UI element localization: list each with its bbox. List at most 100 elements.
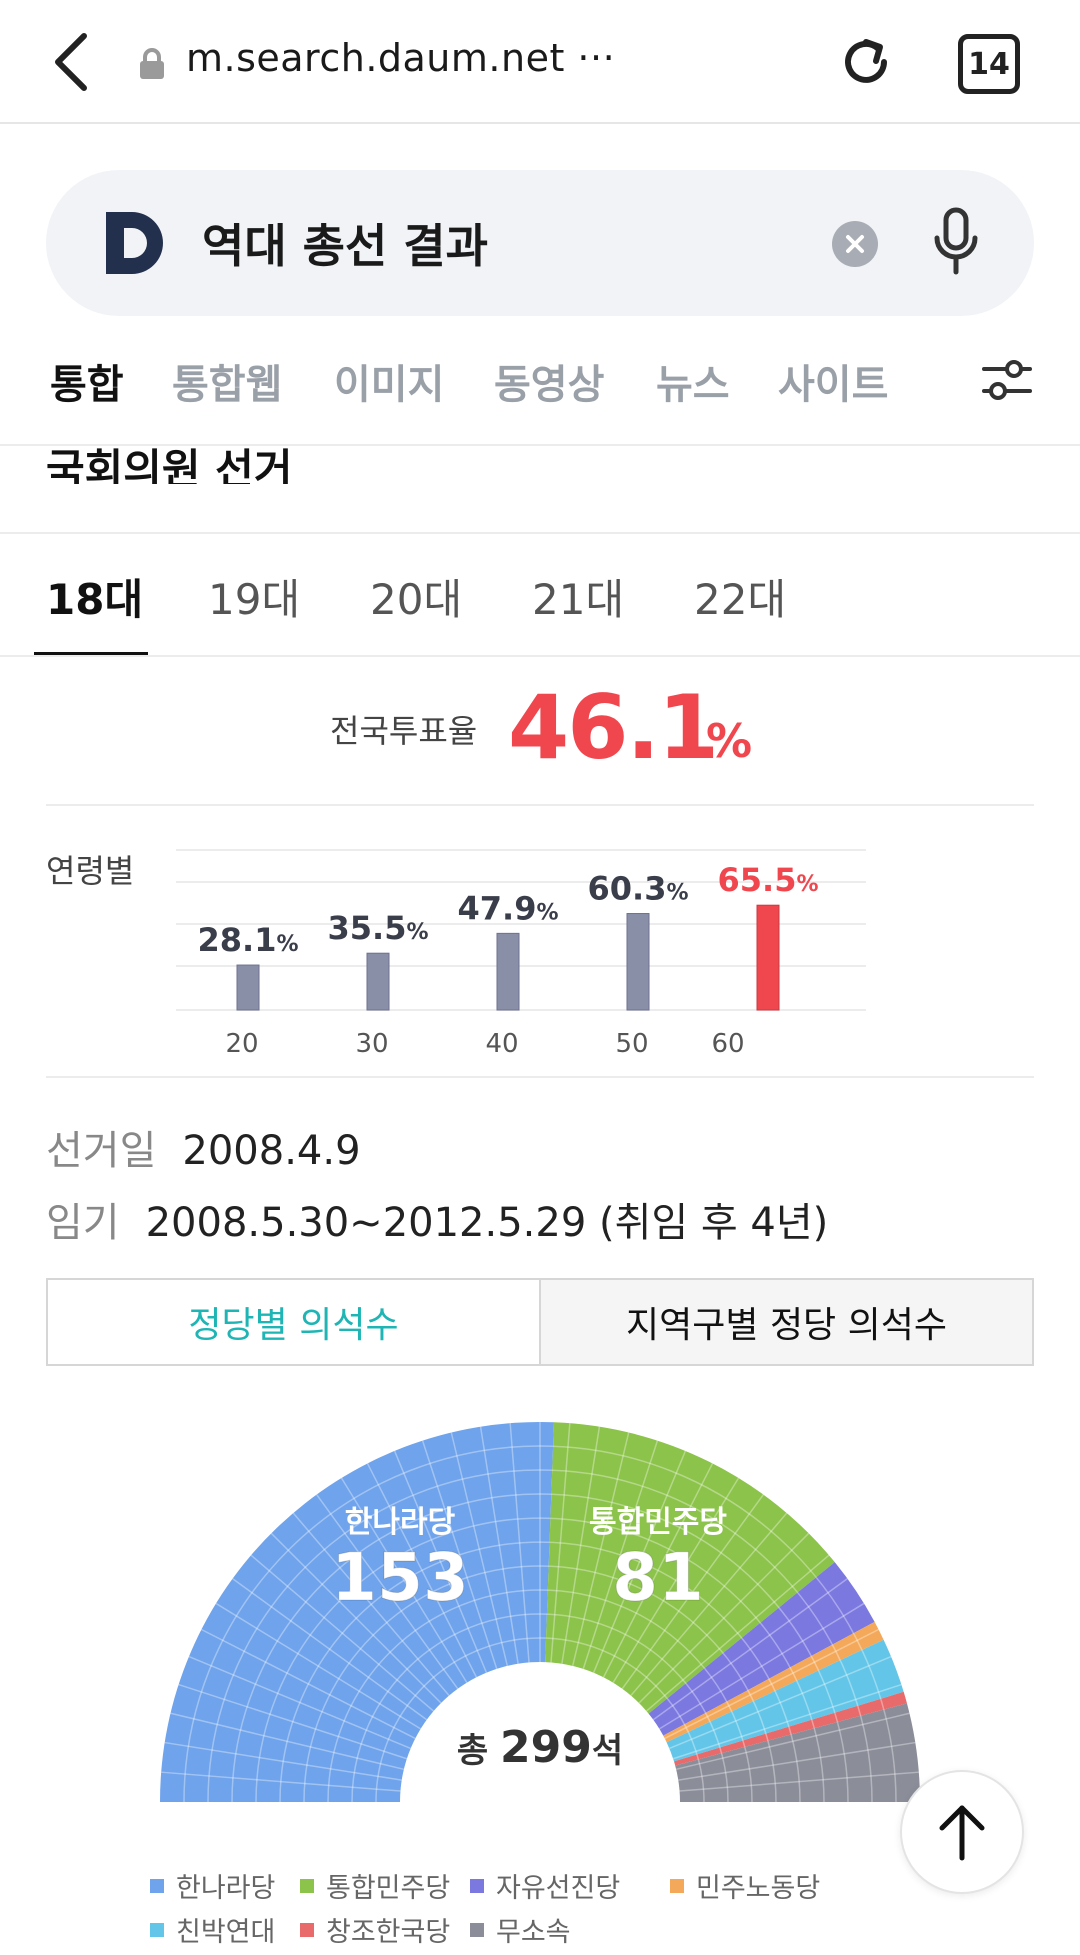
seat-grid-spoke xyxy=(669,1655,892,1750)
seat-grid-spoke xyxy=(232,1578,428,1721)
seat-grid-spoke xyxy=(161,1771,401,1792)
tab-news[interactable]: 뉴스 xyxy=(656,362,730,408)
seat-grid-spoke xyxy=(592,1450,687,1673)
election-date-key: 선거일 xyxy=(46,1128,157,1174)
term-value: 2008.5.30~2012.5.29 (취임 후 4년) xyxy=(145,1200,829,1246)
divider xyxy=(0,532,1080,534)
x-tick-label: 40 xyxy=(485,1029,518,1059)
turnout-value: 46.1 xyxy=(508,676,719,779)
seat-grid-ring xyxy=(351,1613,729,1803)
search-input[interactable]: 역대 총선 결과 xyxy=(202,219,488,273)
clear-icon[interactable] xyxy=(832,221,878,267)
seat-grid-spoke xyxy=(652,1578,848,1721)
total-seats-label: 총 299석 xyxy=(457,1722,623,1773)
seat-grid-spoke xyxy=(270,1532,442,1704)
term-row: 임기 2008.5.30~2012.5.29 (취임 후 4년) xyxy=(46,1190,828,1248)
tab-videos[interactable]: 동영상 xyxy=(494,362,605,408)
legend-item: 통합민주당 xyxy=(300,1866,450,1905)
seat-grid-spoke xyxy=(421,1440,498,1670)
x-tick-label: 20 xyxy=(225,1029,258,1059)
term-key: 임기 xyxy=(46,1200,120,1246)
tab-sites[interactable]: 사이트 xyxy=(778,362,889,408)
divider xyxy=(46,1076,1034,1078)
legend-swatch xyxy=(300,1922,314,1937)
url-bar[interactable]: m.search.daum.net ··· xyxy=(186,36,616,80)
tab-18th[interactable]: 18대 xyxy=(46,575,144,624)
age-bar xyxy=(366,952,390,1011)
microphone-icon[interactable] xyxy=(930,206,982,278)
legend-swatch xyxy=(300,1878,314,1893)
age-chart-label: 연령별 xyxy=(46,852,135,890)
seat-segment xyxy=(648,1562,875,1736)
seat-segment xyxy=(663,1621,884,1743)
tab-22nd[interactable]: 22대 xyxy=(694,575,787,624)
turnout-label: 전국투표율 xyxy=(330,712,478,750)
seat-grid-ring xyxy=(183,1445,897,1803)
legend-item: 한나라당 xyxy=(150,1866,275,1905)
legend-swatch xyxy=(470,1922,484,1937)
seat-grid-spoke xyxy=(664,1628,879,1740)
active-tab-indicator xyxy=(34,652,148,656)
tab-21st[interactable]: 21대 xyxy=(532,575,625,624)
seat-grid-spoke xyxy=(250,1554,435,1712)
legend-label: 창조한국당 xyxy=(326,1917,451,1948)
search-box[interactable]: 역대 총선 결과 xyxy=(46,170,1034,316)
legend-item: 친박연대 xyxy=(150,1910,275,1949)
seat-grid-spoke xyxy=(571,1432,630,1667)
legend-item: 민주노동당 xyxy=(670,1866,820,1905)
seat-grid-ring xyxy=(231,1493,849,1803)
tab-district-seats[interactable]: 지역구별 정당 의석수 xyxy=(539,1280,1032,1364)
divider xyxy=(0,444,1080,446)
seat-grid-spoke xyxy=(509,1423,530,1663)
tab-19th[interactable]: 19대 xyxy=(208,575,301,624)
election-date-row: 선거일 2008.4.9 xyxy=(46,1118,361,1176)
seat-grid-spoke xyxy=(658,1602,865,1730)
seat-grid-spoke xyxy=(561,1426,601,1664)
seat-view-toggle: 정당별 의석수 지역구별 정당 의석수 xyxy=(46,1278,1034,1366)
legend-label: 무소속 xyxy=(496,1917,571,1948)
legend-label: 통합민주당 xyxy=(326,1873,451,1904)
seat-segment xyxy=(673,1691,907,1766)
legend-swatch xyxy=(150,1878,164,1893)
seat-grid-spoke xyxy=(170,1712,405,1771)
party-name-label: 통합민주당 xyxy=(589,1505,727,1540)
tab-all[interactable]: 통합 xyxy=(50,362,124,408)
seat-grid-ring xyxy=(279,1541,801,1803)
divider xyxy=(46,804,1034,806)
age-bar xyxy=(236,964,260,1011)
legend-swatch xyxy=(150,1922,164,1937)
arrow-up-icon xyxy=(939,1805,985,1861)
seat-grid-spoke xyxy=(292,1512,450,1697)
divider xyxy=(0,655,1080,657)
tab-20th[interactable]: 20대 xyxy=(370,575,463,624)
seat-grid-spoke xyxy=(479,1426,519,1664)
tab-count-button[interactable]: 14 xyxy=(958,34,1020,94)
x-tick-label: 50 xyxy=(615,1029,648,1059)
seat-grid-spoke xyxy=(602,1463,714,1678)
category-tabs: 통합 통합웹 이미지 동영상 뉴스 사이트 xyxy=(0,340,1080,444)
seat-grid-spoke xyxy=(201,1628,416,1740)
seat-grid-spoke xyxy=(672,1683,902,1760)
seat-grid-ring xyxy=(303,1565,777,1803)
legend-item: 무소속 xyxy=(470,1910,571,1949)
filter-settings-icon[interactable] xyxy=(980,354,1034,406)
legend-label: 자유선진당 xyxy=(496,1873,621,1904)
tab-web[interactable]: 통합웹 xyxy=(172,362,283,408)
seat-grid-spoke xyxy=(675,1712,910,1771)
age-bar xyxy=(756,904,780,1011)
section-title: 국회의원 선거 xyxy=(46,445,293,484)
reload-icon[interactable] xyxy=(836,32,896,92)
bar-value-label: 35.5% xyxy=(328,909,429,947)
seat-grid-spoke xyxy=(393,1450,488,1673)
legend-item: 창조한국당 xyxy=(300,1910,450,1949)
seat-grid-spoke xyxy=(366,1463,478,1678)
seat-grid-ring xyxy=(327,1589,753,1803)
tab-images[interactable]: 이미지 xyxy=(334,362,445,408)
back-arrow-icon[interactable] xyxy=(44,30,100,94)
party-seat-count: 81 xyxy=(612,1539,704,1616)
scroll-to-top-button[interactable] xyxy=(900,1770,1024,1894)
seat-grid-spoke xyxy=(582,1440,659,1670)
seat-segment xyxy=(666,1639,904,1762)
party-name-label: 한나라당 xyxy=(345,1505,456,1540)
tab-party-seats[interactable]: 정당별 의석수 xyxy=(48,1280,539,1364)
